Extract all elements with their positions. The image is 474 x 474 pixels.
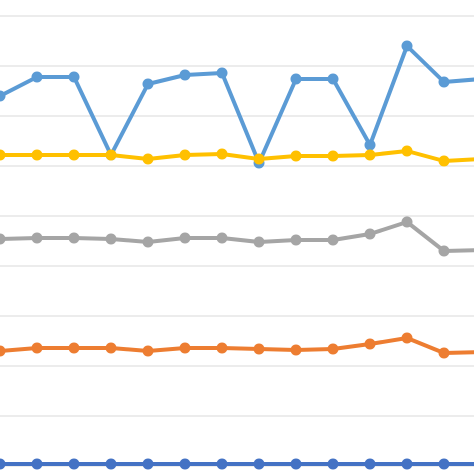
series-1-point-9 [327,150,339,162]
series-1-point-12 [438,155,450,167]
series-0-point-1 [31,71,43,83]
series-4-point-5 [179,458,191,470]
series-1-line [0,149,474,163]
series-4-point-1 [31,458,43,470]
series-4-point-11 [401,458,413,470]
series-3-line [0,336,474,355]
series-0-line [0,44,474,165]
series-1-point-1 [31,149,43,161]
series-3-point-8 [290,344,302,356]
series-2-point-0 [0,233,6,245]
series-1-point-2 [68,149,80,161]
series-4-point-12 [438,458,450,470]
series-1-point-11 [401,145,413,157]
series-2-point-9 [327,234,339,246]
series-0-point-6 [216,67,228,79]
series-1-point-3 [105,149,117,161]
series-1-point-5 [179,149,191,161]
series-layer [0,40,474,470]
series-2-point-6 [216,232,228,244]
series-2-point-5 [179,232,191,244]
series-4-point-9 [327,458,339,470]
series-3-point-12 [438,347,450,359]
series-4-point-2 [68,458,80,470]
series-3 [0,332,474,359]
series-0-point-4 [142,78,154,90]
series-4-point-3 [105,458,117,470]
series-2-point-12 [438,245,450,257]
series-4-point-8 [290,458,302,470]
series-0-point-9 [327,73,339,85]
series-2-line [0,220,474,253]
series-1-point-7 [253,153,265,165]
series-3-point-2 [68,342,80,354]
series-4 [0,458,474,470]
series-0-point-2 [68,71,80,83]
gridlines [0,15,474,467]
series-0-point-12 [438,76,450,88]
series-2-point-7 [253,236,265,248]
series-3-point-6 [216,342,228,354]
series-3-point-5 [179,342,191,354]
series-3-point-10 [364,338,376,350]
series-2-point-1 [31,232,43,244]
series-4-point-6 [216,458,228,470]
series-2-point-4 [142,236,154,248]
series-4-point-10 [364,458,376,470]
series-2-point-3 [105,233,117,245]
series-1-point-8 [290,150,302,162]
series-2-point-8 [290,234,302,246]
series-0-point-10 [364,139,376,151]
series-1-point-6 [216,148,228,160]
series-2-point-10 [364,228,376,240]
series-0-point-8 [290,73,302,85]
series-0-point-5 [179,69,191,81]
series-2-point-2 [68,232,80,244]
series-3-point-1 [31,342,43,354]
series-1 [0,145,474,167]
series-3-point-7 [253,343,265,355]
series-3-point-3 [105,342,117,354]
series-2-point-11 [401,216,413,228]
series-1-point-10 [364,149,376,161]
series-3-point-9 [327,343,339,355]
series-1-point-4 [142,153,154,165]
series-3-point-4 [142,345,154,357]
series-3-point-0 [0,345,6,357]
series-4-point-0 [0,458,6,470]
series-2 [0,216,474,257]
series-0-point-11 [401,40,413,52]
series-0-point-0 [0,90,6,102]
series-4-point-4 [142,458,154,470]
series-4-point-7 [253,458,265,470]
series-1-point-0 [0,149,6,161]
series-3-point-11 [401,332,413,344]
